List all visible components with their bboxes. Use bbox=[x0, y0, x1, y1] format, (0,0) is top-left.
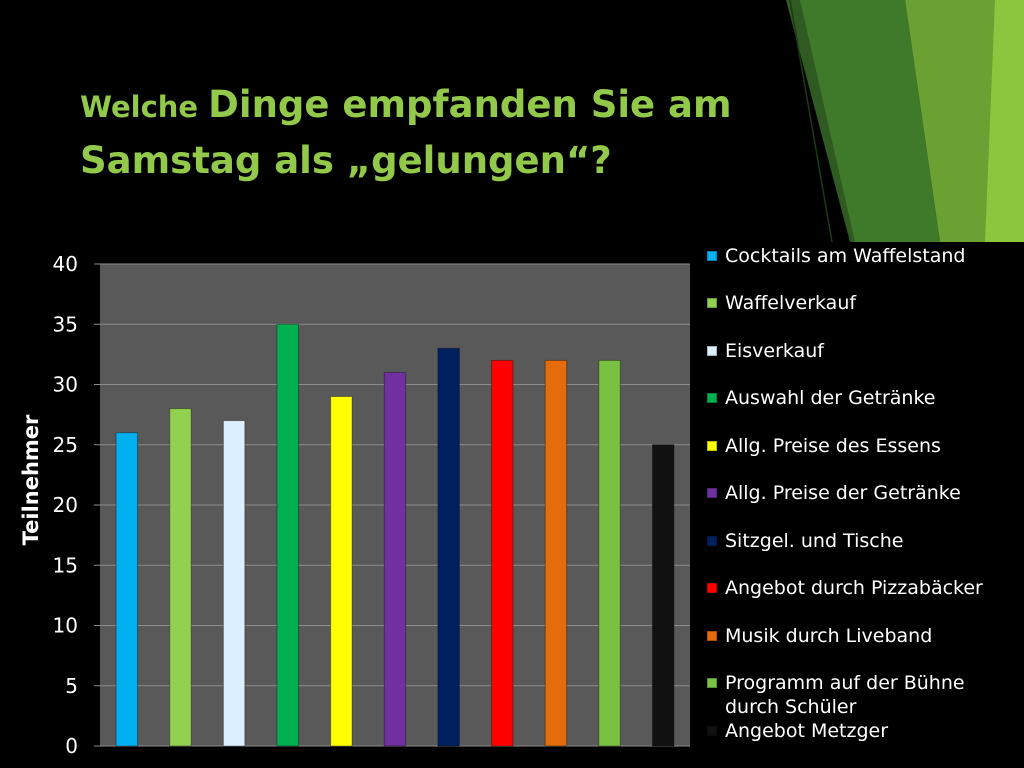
y-tick-label: 20 bbox=[53, 493, 78, 517]
decor-line bbox=[789, 0, 833, 243]
bar: Allg. Preise des Essens: 29 bbox=[330, 396, 353, 747]
slide-title-lead: Welche bbox=[80, 90, 209, 124]
bar: Auswahl der Getränke: 35 bbox=[276, 323, 299, 747]
y-tick-label: 5 bbox=[65, 674, 78, 698]
legend-label: Musik durch Liveband bbox=[725, 625, 933, 647]
y-tick-label: 25 bbox=[53, 433, 78, 457]
legend-swatch bbox=[707, 631, 717, 641]
bar: Waffelverkauf: 28 bbox=[169, 408, 192, 747]
decor-shape-bright bbox=[985, 0, 1024, 242]
legend-label: Eisverkauf bbox=[725, 340, 824, 362]
slide-title: Welche Dinge empfanden Sie am Samstag al… bbox=[80, 78, 800, 188]
bar: Eisverkauf: 27 bbox=[222, 420, 246, 747]
legend-swatch bbox=[707, 298, 717, 308]
y-axis-label: Teilnehmer bbox=[19, 414, 43, 545]
bar: Programm auf der Bühne durch Schüler: 32 bbox=[598, 359, 621, 747]
bar: Sitzgel. und Tische: 33 bbox=[437, 347, 460, 747]
bars: Cocktails am Waffelstand: 26 Waffelverkau… bbox=[115, 323, 675, 747]
y-axis-ticks: 0 5 10 15 20 25 30 35 40 bbox=[53, 252, 78, 758]
y-tick-label: 40 bbox=[53, 252, 78, 276]
bar: Angebot durch Pizzabäcker: 32 bbox=[491, 359, 514, 747]
legend-swatch bbox=[707, 726, 717, 736]
legend-swatch bbox=[707, 346, 717, 356]
legend-label: Cocktails am Waffelstand bbox=[725, 245, 966, 267]
legend-swatch bbox=[707, 536, 717, 546]
bar: Allg. Preise der Getränke: 31 bbox=[383, 371, 407, 747]
y-tick-label: 10 bbox=[53, 614, 78, 638]
legend-swatch bbox=[707, 393, 717, 403]
y-tick-label: 35 bbox=[53, 312, 78, 336]
y-tick-label: 0 bbox=[65, 734, 78, 758]
legend-swatch bbox=[707, 488, 717, 498]
legend-label: Waffelverkauf bbox=[725, 292, 857, 314]
bar: Angebot Metzger: 25 bbox=[651, 444, 675, 747]
legend-swatch bbox=[707, 251, 717, 261]
legend-label: Sitzgel. und Tische bbox=[725, 530, 904, 552]
decor-shape-mid bbox=[800, 0, 940, 242]
legend-label: Angebot Metzger bbox=[725, 720, 889, 742]
bar: Cocktails am Waffelstand: 26 bbox=[115, 432, 139, 747]
legend-swatch bbox=[707, 441, 717, 451]
legend-label: Allg. Preise der Getränke bbox=[725, 482, 961, 504]
legend-label: Auswahl der Getränke bbox=[725, 387, 936, 409]
legend-swatch bbox=[707, 583, 717, 593]
y-tick-label: 15 bbox=[53, 553, 78, 577]
legend-label: Angebot durch Pizzabäcker bbox=[725, 577, 983, 599]
y-tick-label: 30 bbox=[53, 373, 78, 397]
legend-label: Allg. Preise des Essens bbox=[725, 435, 941, 457]
legend-swatch bbox=[707, 678, 717, 688]
legend-label: Programm auf der Bühne durch Schüler bbox=[725, 672, 965, 718]
bar: Musik durch Liveband: 32 bbox=[544, 359, 568, 747]
slide-title-rest: Dinge empfanden Sie am Samstag als „gelu… bbox=[80, 83, 732, 182]
